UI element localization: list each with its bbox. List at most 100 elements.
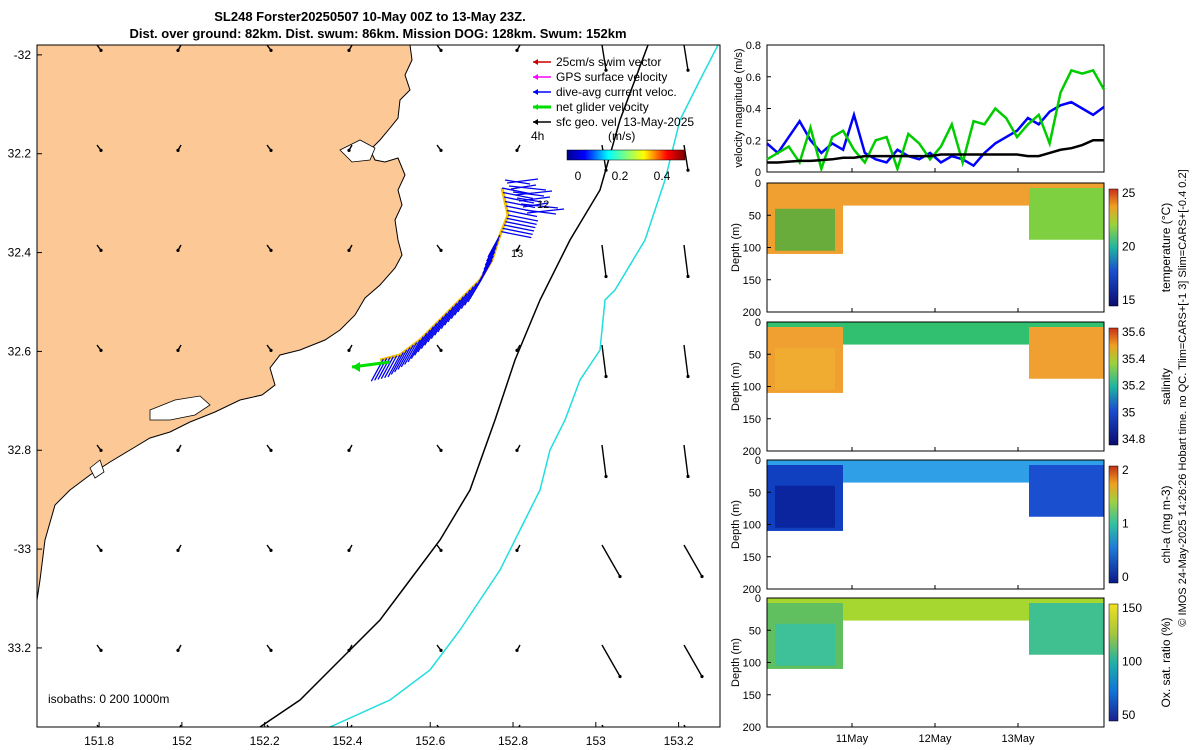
- geo-arrowhead: [99, 148, 103, 152]
- profile-cbar-tick: 34.8: [1122, 432, 1146, 446]
- profile-cbar-tick: 100: [1122, 655, 1142, 669]
- dac-arrow: [502, 227, 533, 235]
- profile-panel-0: 0 50 100 150 200 Depth (m) 25 20 15 temperature (…: [730, 178, 1173, 319]
- profile-ytick-label: 100: [743, 658, 761, 670]
- profile-cbar-tick: 35.2: [1122, 379, 1146, 393]
- profile-cbar-tick: 35: [1122, 405, 1136, 419]
- legend-arrowhead: [533, 89, 538, 95]
- profile-ylabel: Depth (m): [730, 500, 742, 549]
- dac-arrow: [434, 313, 448, 336]
- vel-ytick-label: 0.4: [746, 104, 761, 116]
- geo-arrowhead: [347, 348, 351, 352]
- isobath-200m: [259, 45, 649, 727]
- dac-arrow: [460, 286, 474, 309]
- lon-tick-label: 152.8: [498, 734, 528, 748]
- geo-arrowhead: [686, 68, 690, 72]
- sfc-geo-vel-arrows: [96, 45, 704, 732]
- profile-ytick-label: 100: [743, 520, 761, 532]
- geo-arrowhead: [604, 474, 608, 479]
- geo-arrow: [179, 724, 182, 727]
- geo-arrowhead: [269, 548, 273, 553]
- profile-ytick-label: 150: [743, 275, 761, 287]
- geo-arrow: [518, 724, 521, 727]
- lat-tick-label: 33.2: [8, 641, 32, 655]
- geo-arrowhead: [269, 729, 272, 732]
- geo-arrowhead: [604, 68, 608, 72]
- vel-ytick-label: 0.6: [746, 72, 761, 84]
- dac-arrow: [518, 196, 551, 202]
- profile-colorbar: [1108, 188, 1119, 307]
- geo-arrow: [683, 45, 689, 71]
- speed-colorbar: [566, 149, 686, 161]
- profile-cbar-tick: 15: [1122, 293, 1136, 307]
- geo-arrowhead: [686, 374, 690, 379]
- profile-ytick-label: 50: [749, 625, 761, 637]
- geo-arrow: [683, 444, 689, 477]
- profile-ytick-label: 0: [755, 455, 761, 467]
- dac-arrow: [467, 279, 481, 303]
- lon-tick-label: 152.2: [250, 734, 280, 748]
- lat-tick-label: 32.4: [8, 246, 32, 260]
- geo-arrow: [683, 644, 703, 677]
- isobath-1000m: [329, 45, 719, 727]
- dac-arrow: [427, 319, 441, 343]
- geo-arrowhead: [618, 674, 622, 679]
- geo-arrowhead: [176, 148, 180, 152]
- colorbar-title: (m/s): [608, 129, 635, 143]
- legend-label: dive-avg current veloc.: [556, 85, 677, 99]
- profile-ytick-label: 50: [749, 210, 761, 222]
- profile-data-deep: [775, 623, 835, 666]
- geo-arrowhead: [347, 48, 351, 53]
- profile-surface-band: [767, 183, 1104, 188]
- geo-arrowhead: [439, 729, 442, 732]
- dac-arrow: [506, 178, 539, 184]
- vel-ytick-label: 0.2: [746, 135, 761, 147]
- dac-arrow: [394, 349, 408, 373]
- dac-arrow: [397, 347, 411, 370]
- geo-arrow: [436, 724, 440, 727]
- time-tick-label: 12May: [918, 733, 952, 745]
- geo-arrowhead: [686, 168, 690, 172]
- geo-arrowhead: [439, 648, 443, 653]
- dac-arrow: [526, 208, 565, 214]
- profile-cbar-tick: 1: [1122, 517, 1129, 531]
- profile-ylabel: Depth (m): [730, 223, 742, 272]
- legend-arrowhead: [533, 59, 538, 65]
- profile-data-deep: [775, 347, 835, 390]
- net-glider-velocity-arrowhead: [352, 362, 360, 372]
- geo-arrowhead: [515, 48, 519, 53]
- profile-cbar-label: chl-a (mg m-3): [1159, 485, 1173, 563]
- dac-arrow: [450, 296, 464, 319]
- profile-ylabel: Depth (m): [730, 362, 742, 411]
- dac-arrow: [503, 224, 535, 232]
- geo-arrowhead: [515, 348, 519, 352]
- geo-arrowhead: [439, 248, 443, 252]
- dac-arrow: [502, 191, 534, 200]
- velocity-series-line: [766, 100, 1105, 168]
- geo-arrowhead: [347, 729, 350, 732]
- geo-arrowhead: [686, 274, 690, 279]
- profile-ytick-label: 150: [743, 690, 761, 702]
- profile-surface-band: [767, 460, 1104, 465]
- profile-cbar-tick: 0: [1122, 570, 1129, 584]
- profile-ylabel: Depth (m): [730, 638, 742, 687]
- lon-tick-label: 152: [172, 734, 192, 748]
- geo-arrowhead: [604, 274, 608, 279]
- dac-arrow: [444, 303, 458, 326]
- geo-arrowhead: [604, 168, 608, 172]
- geo-arrowhead: [439, 48, 443, 53]
- profile-panel-2: 0 50 100 150 200 Depth (m) 2 1 0 chl-a (mg m-3): [730, 455, 1173, 596]
- geo-arrowhead: [99, 729, 102, 732]
- dac-arrow: [464, 283, 478, 306]
- colorbar-tick-0: 0: [575, 169, 582, 183]
- coastline-land: [37, 45, 413, 601]
- vel-ytick-label: 0.8: [746, 40, 761, 52]
- lon-tick-label: 151.8: [84, 734, 114, 748]
- profile-cbar-tick: 2: [1122, 463, 1129, 477]
- geo-arrow: [683, 344, 689, 377]
- geo-arrowhead: [515, 148, 519, 152]
- legend-label: 25cm/s swim vector: [556, 55, 661, 69]
- geo-arrow: [683, 244, 689, 277]
- geo-arrowhead: [99, 48, 103, 53]
- dac-arrow: [424, 323, 438, 346]
